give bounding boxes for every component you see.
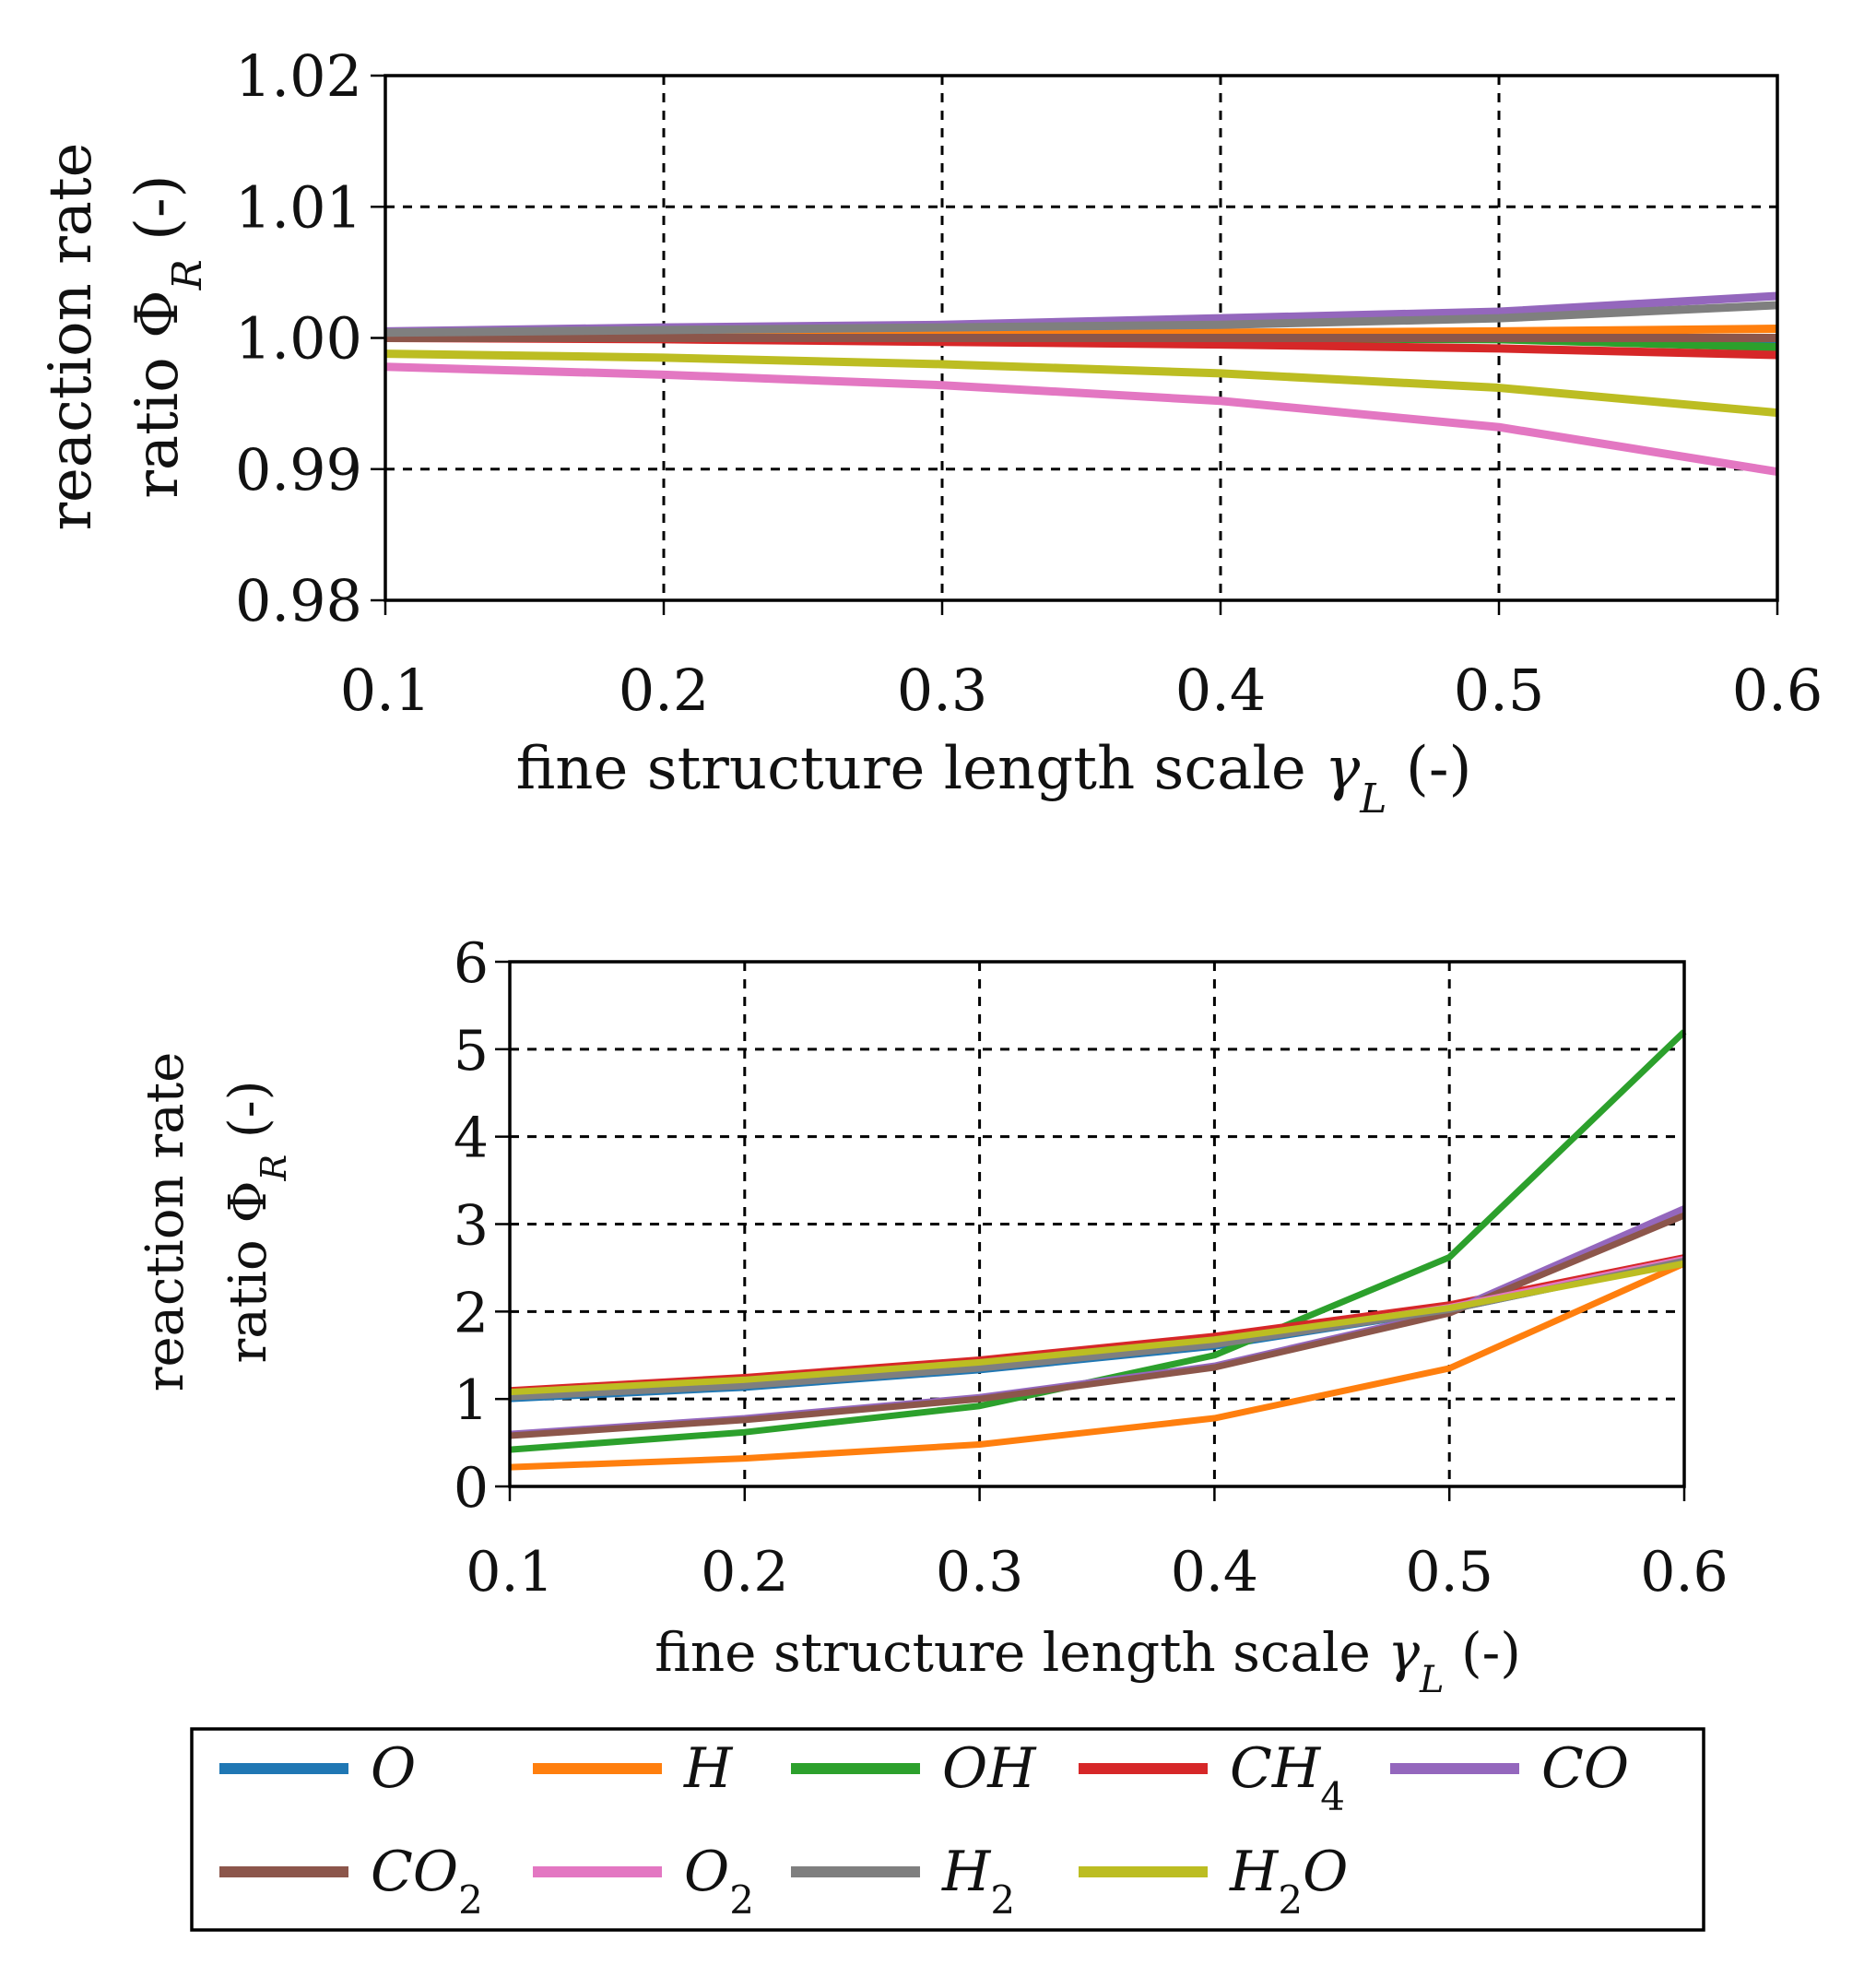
bottom-chart-series-h2: [509, 1257, 1685, 1401]
bottom-chart-series-ch4: [509, 1254, 1685, 1394]
top-chart-x-axis-label: fine structure length scale γL (-): [516, 735, 1472, 823]
legend-label: H2: [941, 1840, 1015, 1923]
bottom-chart-x-ticks: 0.1 0.2 0.3 0.4 0.5 0.6: [466, 1486, 1729, 1604]
top-chart-x-tick-label: 0.1: [340, 657, 431, 724]
bottom-chart-x-axis-label: fine structure length scale γL (-): [655, 1621, 1521, 1701]
bottom-chart-x-tick-label: 0.5: [1405, 1540, 1493, 1604]
legend-item-o: O: [219, 1736, 416, 1801]
bottom-chart-x-tick-label: 0.1: [466, 1540, 553, 1604]
bottom-chart-grid: [510, 962, 1684, 1486]
bottom-chart-x-tick-label: 0.2: [701, 1540, 788, 1604]
top-chart-x-tick-label: 0.6: [1732, 657, 1823, 724]
bottom-chart-series-h2o: [509, 1260, 1685, 1396]
top-chart-y-ticks: 0.98 0.99 1.00 1.01 1.02: [235, 42, 385, 634]
legend-item-co: CO: [1390, 1736, 1629, 1801]
bottom-chart-y-axis-label-line2: ratio ΦR (-): [218, 1080, 294, 1363]
bottom-chart-y-tick-label: 2: [454, 1281, 489, 1345]
top-chart-y-tick-label: 0.98: [235, 567, 362, 634]
legend-item-co2: CO2: [219, 1840, 483, 1923]
top-chart-y-axis-label-line2: ratio ΦR (-): [124, 174, 211, 498]
legend-item-h2o: H2O: [1079, 1840, 1348, 1923]
legend-item-o2: O2: [533, 1840, 754, 1923]
top-chart-series-h2: [384, 301, 1778, 337]
legend-label: H2O: [1229, 1840, 1348, 1923]
bottom-chart-y-tick-label: 3: [454, 1194, 489, 1259]
top-chart-x-tick-label: 0.2: [619, 657, 710, 724]
bottom-chart-y-tick-label: 1: [454, 1368, 489, 1433]
top-chart-y-tick-label: 1.02: [235, 42, 362, 110]
bottom-chart-y-tick-label: 0: [454, 1456, 489, 1521]
top-chart-y-axis-label-line1: reaction rate: [37, 142, 105, 530]
top-chart-y-tick-label: 1.00: [235, 305, 362, 373]
bottom-chart-x-tick-label: 0.4: [1171, 1540, 1258, 1604]
legend-item-h: H: [533, 1736, 734, 1801]
bottom-chart-y-axis-label-line1: reaction rate: [136, 1052, 195, 1391]
bottom-chart-series: [509, 1029, 1687, 1471]
legend-item-oh: OH: [791, 1736, 1037, 1801]
top-chart-series: [384, 291, 1778, 477]
legend-label: O2: [684, 1840, 754, 1923]
bottom-chart-y-ticks: 0 1 2 3 4 5 6: [454, 931, 510, 1521]
bottom-chart-x-tick-label: 0.3: [936, 1540, 1023, 1604]
bottom-chart: 0.1 0.2 0.3 0.4 0.5 0.6 0 1 2 3 4 5 6 fine structur…: [136, 931, 1729, 1701]
top-chart-x-tick-label: 0.3: [897, 657, 988, 724]
top-chart-x-tick-label: 0.4: [1175, 657, 1267, 724]
bottom-chart-x-tick-label: 0.6: [1640, 1540, 1728, 1604]
legend-label: OH: [942, 1736, 1037, 1801]
legend-label: O: [371, 1736, 416, 1801]
bottom-chart-y-tick-label: 5: [454, 1019, 489, 1083]
top-chart-series-h2o: [384, 349, 1778, 418]
top-chart-y-tick-label: 0.99: [235, 436, 362, 503]
bottom-chart-series-o2: [509, 1256, 1685, 1398]
top-chart-x-ticks: 0.1 0.2 0.3 0.4 0.5 0.6: [340, 600, 1823, 724]
bottom-chart-series-h: [509, 1260, 1686, 1471]
top-chart-x-tick-label: 0.5: [1454, 657, 1545, 724]
legend-item-ch4: CH4: [1079, 1736, 1345, 1819]
bottom-chart-series-co2: [509, 1212, 1686, 1439]
legend-item-h2: H2: [791, 1840, 1015, 1923]
bottom-chart-y-tick-label: 6: [454, 931, 489, 996]
legend-frame: [190, 1727, 1705, 1932]
legend-label: H: [683, 1736, 734, 1801]
bottom-chart-y-tick-label: 4: [454, 1107, 489, 1171]
top-chart: 0.1 0.2 0.3 0.4 0.5 0.6 0.980.991.001.011.02 …: [37, 42, 1823, 823]
top-chart-y-tick-label: 1.01: [235, 173, 362, 241]
top-chart-series-o2: [384, 362, 1778, 477]
legend-label: CO2: [371, 1840, 483, 1923]
legend-label: CO: [1541, 1736, 1629, 1801]
legend-label: CH4: [1230, 1736, 1345, 1819]
